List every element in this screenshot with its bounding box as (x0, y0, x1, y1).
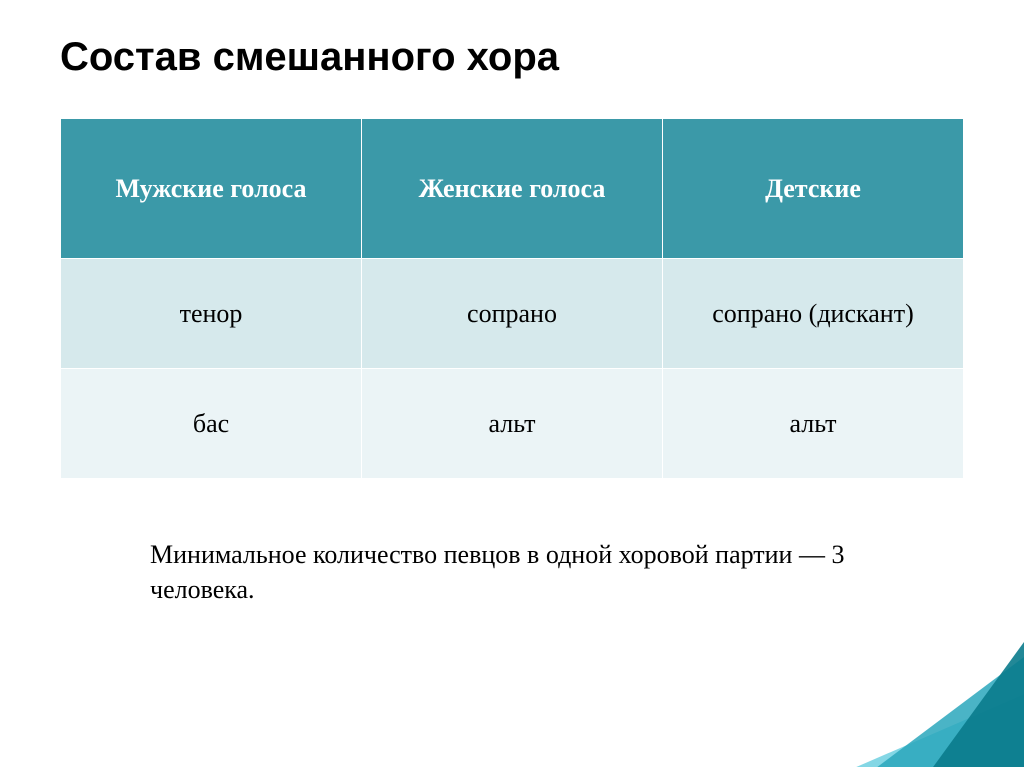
table-header-cell: Детские (663, 119, 964, 259)
table-row: бас альт альт (61, 369, 964, 479)
table-container: Мужские голоса Женские голоса Детские те… (60, 118, 964, 479)
table-cell: бас (61, 369, 362, 479)
table-cell: альт (362, 369, 663, 479)
table-row: тенор сопрано сопрано (дискант) (61, 259, 964, 369)
table-cell: сопрано (362, 259, 663, 369)
table-cell: сопрано (дискант) (663, 259, 964, 369)
table-cell: тенор (61, 259, 362, 369)
table-header-row: Мужские голоса Женские голоса Детские (61, 119, 964, 259)
page-title: Состав смешанного хора (60, 35, 964, 80)
table-header-cell: Женские голоса (362, 119, 663, 259)
table-cell: альт (663, 369, 964, 479)
table-header-cell: Мужские голоса (61, 119, 362, 259)
slide-container: Состав смешанного хора Мужские голоса Же… (0, 0, 1024, 647)
footer-text: Минимальное количество певцов в одной хо… (150, 537, 864, 607)
voices-table: Мужские голоса Женские голоса Детские те… (60, 118, 964, 479)
